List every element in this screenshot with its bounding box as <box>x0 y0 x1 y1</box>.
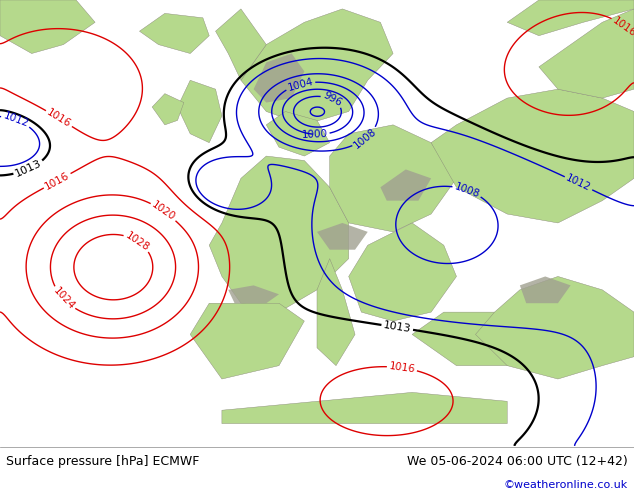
Polygon shape <box>254 53 304 102</box>
Polygon shape <box>380 170 431 201</box>
Polygon shape <box>507 0 634 36</box>
Polygon shape <box>178 80 222 143</box>
Polygon shape <box>476 276 634 379</box>
Polygon shape <box>139 13 209 53</box>
Text: ©weatheronline.co.uk: ©weatheronline.co.uk <box>503 480 628 490</box>
Text: 1012: 1012 <box>2 111 30 129</box>
Text: 1016: 1016 <box>611 15 634 39</box>
Polygon shape <box>152 94 184 125</box>
Text: 996: 996 <box>321 91 343 109</box>
Polygon shape <box>539 9 634 98</box>
Polygon shape <box>349 223 456 321</box>
Text: 1008: 1008 <box>352 126 378 150</box>
Text: 1016: 1016 <box>388 361 416 375</box>
Text: We 05-06-2024 06:00 UTC (12+42): We 05-06-2024 06:00 UTC (12+42) <box>407 455 628 468</box>
Text: 1012: 1012 <box>564 173 593 194</box>
Text: 1013: 1013 <box>383 320 412 335</box>
Text: 1000: 1000 <box>301 129 328 140</box>
Text: 1016: 1016 <box>43 170 71 192</box>
Polygon shape <box>222 392 507 423</box>
Polygon shape <box>431 89 634 223</box>
Polygon shape <box>216 9 266 80</box>
Text: 1028: 1028 <box>124 230 152 253</box>
Text: 1004: 1004 <box>287 76 314 93</box>
Polygon shape <box>241 9 393 125</box>
Polygon shape <box>520 276 571 303</box>
Polygon shape <box>317 259 355 366</box>
Text: 1020: 1020 <box>150 200 178 223</box>
Text: 1024: 1024 <box>51 286 76 312</box>
Polygon shape <box>190 303 304 379</box>
Polygon shape <box>0 0 95 53</box>
Text: Surface pressure [hPa] ECMWF: Surface pressure [hPa] ECMWF <box>6 455 200 468</box>
Polygon shape <box>228 285 279 303</box>
Polygon shape <box>330 125 456 232</box>
Text: 1016: 1016 <box>45 107 73 129</box>
Polygon shape <box>209 156 349 312</box>
Polygon shape <box>317 223 368 250</box>
Polygon shape <box>266 112 330 156</box>
Polygon shape <box>412 312 558 366</box>
Text: 1013: 1013 <box>14 158 43 179</box>
Text: 1008: 1008 <box>453 181 481 199</box>
